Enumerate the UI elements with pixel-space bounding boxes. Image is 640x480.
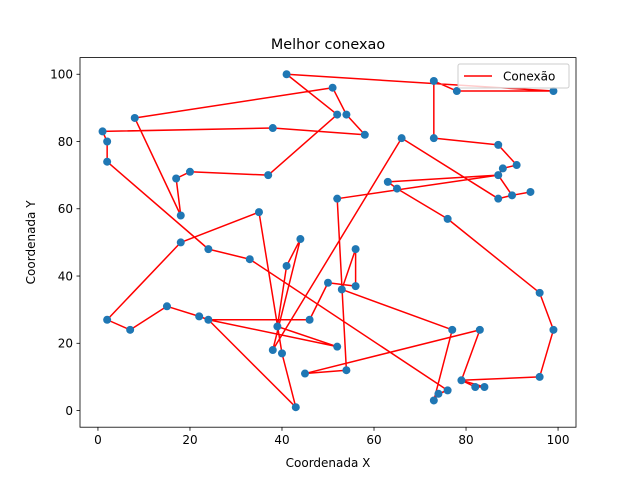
data-point <box>296 235 305 244</box>
data-point <box>508 191 517 200</box>
data-point <box>443 386 452 395</box>
data-point <box>549 87 558 96</box>
y-tick-label: 60 <box>58 202 73 216</box>
x-tick-label: 40 <box>274 433 289 447</box>
data-point <box>480 383 489 392</box>
legend-box <box>457 63 570 89</box>
x-tick-label: 20 <box>182 433 197 447</box>
data-point <box>130 113 139 122</box>
plot-area <box>79 57 577 428</box>
data-point <box>204 315 213 324</box>
data-point <box>429 76 438 85</box>
data-point <box>268 346 277 355</box>
data-point <box>245 255 254 264</box>
data-point <box>535 288 544 297</box>
data-point <box>512 161 521 170</box>
legend-label-conexao: Conexão <box>503 70 555 84</box>
y-tick-label: 20 <box>58 337 73 351</box>
data-point <box>526 187 535 196</box>
data-point <box>300 369 309 378</box>
data-point <box>98 127 107 136</box>
data-point <box>103 137 112 146</box>
data-point <box>126 325 135 334</box>
data-point <box>494 140 503 149</box>
data-point <box>475 325 484 334</box>
data-point <box>324 278 332 287</box>
y-tick-label: 40 <box>58 269 73 283</box>
data-point <box>498 164 507 173</box>
data-point <box>305 315 314 324</box>
plot-background <box>80 57 576 428</box>
data-point <box>176 238 185 247</box>
chart-title: Melhor conexao <box>271 37 385 53</box>
points-layer <box>98 70 558 412</box>
legend: Conexão <box>457 63 570 89</box>
data-point <box>494 171 503 180</box>
data-point <box>185 167 194 176</box>
data-point <box>333 342 342 351</box>
data-point <box>291 403 300 412</box>
data-point <box>471 383 480 392</box>
y-axis-ticks: 0 20 40 60 80 100 <box>50 68 80 418</box>
y-tick-label: 0 <box>65 404 73 418</box>
data-point <box>457 376 466 385</box>
data-point <box>204 245 213 254</box>
data-point <box>342 110 351 119</box>
data-point <box>277 349 286 358</box>
x-tick-label: 100 <box>547 433 570 447</box>
data-point <box>162 302 171 311</box>
data-point <box>195 312 204 321</box>
data-point <box>494 194 503 203</box>
y-tick-label: 80 <box>58 135 73 149</box>
data-point <box>333 194 342 203</box>
data-point <box>342 366 351 375</box>
x-tick-label: 60 <box>366 433 381 447</box>
data-point <box>103 157 112 166</box>
data-point <box>176 211 185 220</box>
data-point <box>351 245 360 254</box>
x-axis-label: Coordenada X <box>286 456 371 470</box>
data-point <box>448 325 457 334</box>
data-point <box>282 70 291 79</box>
data-point <box>549 325 558 334</box>
data-point <box>360 130 369 139</box>
data-point <box>254 208 263 217</box>
data-point <box>268 124 277 133</box>
data-point <box>103 315 112 324</box>
data-point <box>397 134 406 143</box>
data-point <box>535 372 544 381</box>
data-point <box>273 322 282 331</box>
data-point <box>429 134 438 143</box>
x-tick-label: 80 <box>458 433 473 447</box>
data-point <box>452 87 461 96</box>
data-point <box>383 177 392 186</box>
data-point <box>434 389 443 398</box>
data-point <box>351 282 360 291</box>
y-axis-label: Coordenada Y <box>24 200 38 285</box>
data-point <box>282 261 291 270</box>
data-point <box>264 171 273 180</box>
data-point <box>172 174 181 183</box>
data-point <box>443 214 452 223</box>
x-axis-ticks: 0 20 40 60 80 100 <box>94 427 570 447</box>
data-point <box>429 396 438 405</box>
y-tick-label: 100 <box>50 68 73 82</box>
data-point <box>328 83 337 92</box>
data-point <box>393 184 402 193</box>
data-point <box>333 110 342 119</box>
x-tick-label: 0 <box>94 433 102 447</box>
data-point <box>337 285 346 294</box>
plot-frame <box>79 57 577 428</box>
